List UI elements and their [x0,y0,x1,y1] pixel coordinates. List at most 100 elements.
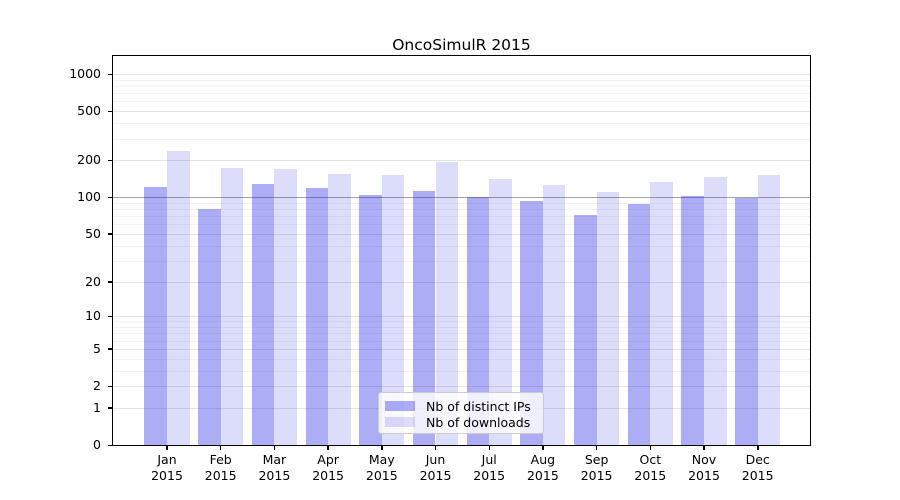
y-tick-1000 [108,73,112,76]
gridline-minor-400 [113,123,810,125]
x-tick-dec [757,446,759,450]
year-label: 2015 [151,467,183,483]
bar-distinct-ips-dec [735,197,758,445]
month-label: Jun [425,452,446,467]
gridline-minor-900 [113,79,810,81]
gridline-2 [113,386,810,387]
x-tick-jul [488,446,490,450]
x-tick-label-nov: Nov 2015 [672,452,736,483]
y-tick-200 [108,159,112,162]
y-tick-label-500: 500 [77,103,101,119]
gridline-minor-8 [113,327,810,328]
x-tick-label-sep: Sep 2015 [565,452,629,483]
x-tick-label-apr: Apr 2015 [296,452,360,483]
y-tick-500 [108,110,112,113]
gridline-minor-30 [113,260,810,262]
month-label: Aug [530,452,556,467]
x-tick-sep [595,446,598,450]
bar-downloads-jun [435,161,459,445]
legend: Nb of distinct IPs Nb of downloads [378,392,544,434]
month-label: Apr [317,452,339,467]
bar-distinct-ips-may [359,194,382,445]
x-tick-label-dec: Dec 2015 [726,452,790,483]
y-tick-label-0: 0 [93,437,101,452]
y-tick-1 [108,407,112,409]
y-tick-50 [108,233,112,235]
y-tick-label-2: 2 [93,378,101,393]
y-tick-5 [108,348,112,350]
bar-downloads-dec [757,174,781,445]
legend-item-distinct-ips: Nb of distinct IPs [385,398,535,414]
gridline-minor-4 [113,358,810,360]
x-tick-label-aug: Aug 2015 [511,452,575,483]
bar-distinct-ips-oct [627,204,651,445]
y-tick-10 [108,315,112,318]
gridline-minor-3 [113,370,810,372]
year-label: 2015 [312,467,344,483]
year-label: 2015 [258,467,291,483]
x-tick-label-jan: Jan 2015 [135,452,199,483]
month-label: Feb [209,452,232,467]
y-tick-label-1: 1 [93,399,101,415]
month-label: Oct [639,452,662,467]
month-label: Jan [157,452,177,467]
gridline-minor-700 [113,93,810,95]
x-tick-aug [542,446,544,450]
year-label: 2015 [473,467,506,483]
y-tick-label-1000: 1000 [69,66,101,82]
month-label: May [368,452,395,467]
x-tick-label-jul: Jul 2015 [457,452,521,483]
gridline-50 [113,233,810,235]
gridline-minor-60 [113,224,810,226]
month-label: Sep [584,452,609,467]
bar-downloads-oct [650,181,673,445]
year-label: 2015 [634,467,667,483]
reference-line-100 [113,197,810,199]
legend-label-downloads: Nb of downloads [426,414,531,430]
x-tick-may [381,446,383,450]
bar-distinct-ips-jan [144,186,167,445]
legend-label-distinct-ips: Nb of distinct IPs [426,398,531,414]
gridline-10 [113,316,810,318]
gridline-minor-300 [113,138,810,140]
gridline-minor-80 [113,209,810,211]
chart-title: OncoSimulR 2015 [392,36,531,54]
x-tick-mar [273,446,276,450]
y-tick-2 [108,385,112,387]
distinct-ips-swatch-icon [385,401,415,411]
month-label: Mar [262,452,287,467]
gridline-minor-7 [113,333,810,335]
y-tick-0 [108,444,112,446]
year-label: 2015 [741,467,774,483]
bar-downloads-mar [274,169,297,445]
bar-distinct-ips-aug [520,200,543,445]
y-tick-20 [108,281,112,283]
bar-downloads-sep [596,191,620,445]
gridline-minor-90 [113,202,810,204]
legend-item-downloads: Nb of downloads [385,414,535,430]
x-tick-label-mar: Mar 2015 [242,452,306,483]
bar-downloads-nov [704,177,727,445]
year-label: 2015 [365,467,398,483]
y-tick-label-50: 50 [85,225,101,241]
x-tick-label-jun: Jun 2015 [404,452,468,483]
x-tick-jan [166,446,168,450]
y-tick-label-100: 100 [77,189,101,205]
y-tick-label-200: 200 [77,152,101,168]
month-label: Dec [745,452,770,467]
bar-distinct-ips-jun [412,190,436,445]
y-tick-100 [108,196,112,199]
x-tick-label-feb: Feb 2015 [189,452,253,483]
bar-distinct-ips-apr [305,187,329,445]
bar-downloads-aug [542,185,566,445]
gridline-minor-40 [113,245,810,247]
bar-distinct-ips-sep [574,215,597,445]
bar-distinct-ips-nov [681,195,704,445]
bar-downloads-apr [328,173,351,445]
gridline-1000 [113,74,810,76]
gridline-200 [113,160,810,162]
gridline-minor-9 [113,321,810,323]
month-label: Jul [481,452,497,467]
bar-downloads-jul [489,179,512,445]
